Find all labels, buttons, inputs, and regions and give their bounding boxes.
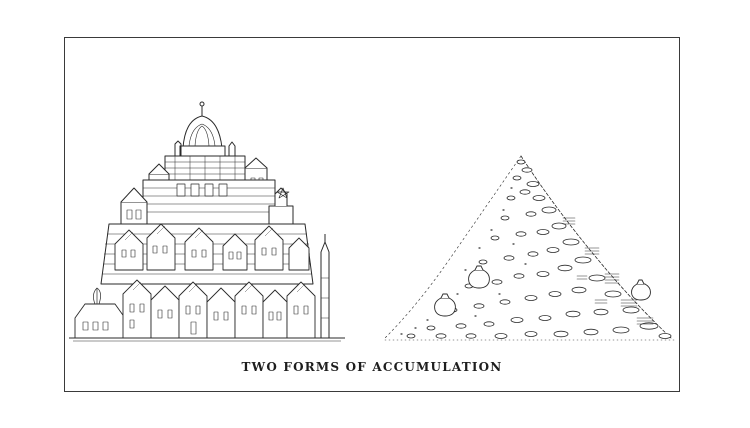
city-pyramid-drawing [69,101,345,342]
illustration-art [69,101,676,342]
illustration-caption: TWO FORMS OF ACCUMULATION [241,360,503,374]
coin-pile-drawing [384,155,676,341]
illustration-frame: TWO FORMS OF ACCUMULATION [64,37,680,392]
